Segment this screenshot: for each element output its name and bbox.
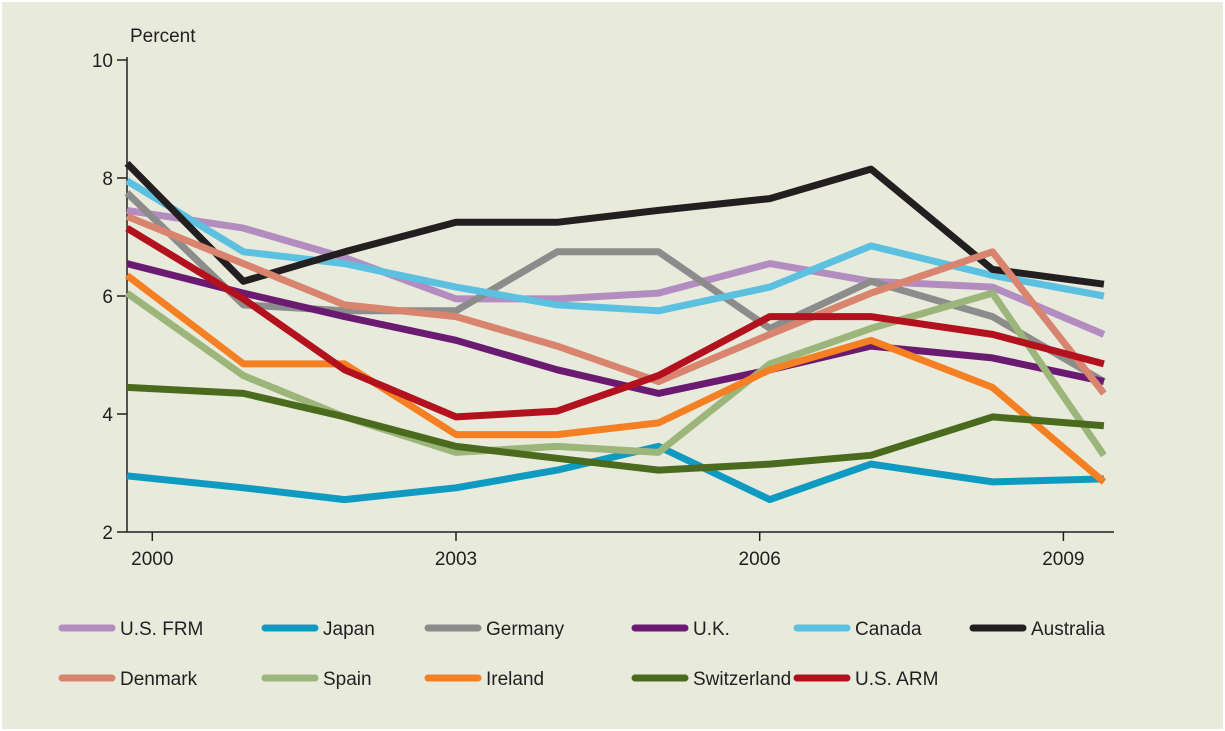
y-tick-label: 6 bbox=[102, 287, 113, 308]
series-line-denmark bbox=[125, 213, 1107, 396]
series-line-japan bbox=[126, 442, 1104, 504]
series-line-canada bbox=[125, 177, 1105, 315]
series-line-u-s-arm bbox=[125, 225, 1105, 421]
legend-item-japan: Japan bbox=[261, 619, 375, 640]
legend-item-u-k: U.K. bbox=[631, 619, 730, 640]
legend: U.S. FRM Japan Germany U.K. Canada Australia D… bbox=[58, 619, 1105, 690]
legend-item-germany: Germany bbox=[424, 619, 565, 640]
legend-label: U.S. FRM bbox=[120, 619, 203, 640]
legend-label: Spain bbox=[323, 669, 372, 690]
legend-item-switzerland: Switzerland bbox=[631, 669, 791, 690]
legend-label: Canada bbox=[855, 619, 922, 640]
legend-item-u-s-frm: U.S. FRM bbox=[58, 619, 203, 640]
legend-item-ireland: Ireland bbox=[424, 669, 544, 690]
legend-label: Switzerland bbox=[693, 669, 791, 690]
legend-label: U.K. bbox=[693, 619, 730, 640]
legend-item-spain: Spain bbox=[261, 669, 372, 690]
series-line-ireland bbox=[124, 272, 1107, 485]
series-line-u-s-frm bbox=[126, 206, 1106, 338]
series-line-switzerland bbox=[126, 383, 1105, 474]
legend-item-canada: Canada bbox=[793, 619, 922, 640]
series-line-u-k bbox=[126, 260, 1105, 397]
legend-label: Ireland bbox=[486, 669, 544, 690]
y-tick-label: 8 bbox=[102, 169, 113, 190]
legend-label: Denmark bbox=[120, 669, 198, 690]
series-lines bbox=[124, 160, 1107, 504]
x-tick-label: 2000 bbox=[131, 549, 173, 570]
series-line-australia bbox=[124, 160, 1105, 288]
y-tick-label: 2 bbox=[102, 523, 113, 544]
series-line-spain bbox=[124, 289, 1107, 458]
y-tick-label: 10 bbox=[92, 51, 113, 72]
x-tick-label: 2009 bbox=[1042, 549, 1084, 570]
legend-item-denmark: Denmark bbox=[58, 669, 198, 690]
y-axis-label: Percent bbox=[130, 26, 196, 47]
legend-item-australia: Australia bbox=[969, 619, 1105, 640]
legend-label: U.S. ARM bbox=[855, 669, 938, 690]
x-ticks: 2000 2003 2006 2009 bbox=[131, 532, 1085, 570]
legend-label: Japan bbox=[323, 619, 375, 640]
legend-label: Germany bbox=[486, 619, 565, 640]
y-tick-label: 4 bbox=[102, 405, 113, 426]
x-tick-label: 2006 bbox=[739, 549, 781, 570]
legend-label: Australia bbox=[1031, 619, 1105, 640]
y-ticks: 10 8 6 4 2 bbox=[92, 51, 127, 544]
legend-item-u-s-arm: U.S. ARM bbox=[793, 669, 938, 690]
x-tick-label: 2003 bbox=[435, 549, 477, 570]
